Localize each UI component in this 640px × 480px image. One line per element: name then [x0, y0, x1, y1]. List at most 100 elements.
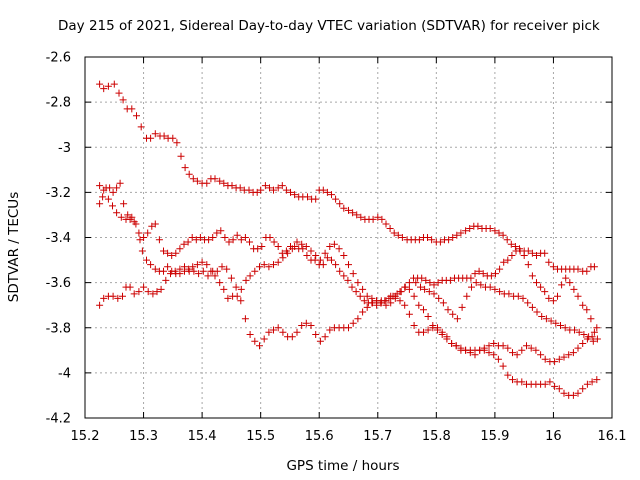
data-point [193, 261, 201, 269]
data-point [537, 351, 545, 359]
data-point [307, 247, 315, 255]
x-tick-label: 15.9 [480, 429, 509, 444]
x-tick-label: 15.3 [129, 429, 158, 444]
data-point [284, 249, 292, 257]
data-point [293, 328, 301, 336]
data-point [569, 349, 577, 357]
data-point [265, 263, 273, 271]
data-point [446, 276, 454, 284]
data-point [164, 263, 172, 271]
data-point [574, 344, 582, 352]
data-point [466, 349, 474, 357]
data-point [533, 308, 541, 316]
data-point [579, 301, 587, 309]
data-point [274, 184, 282, 192]
data-point [430, 290, 438, 298]
data-point [323, 188, 331, 196]
data-point [565, 351, 573, 359]
data-point [136, 236, 144, 244]
data-point [579, 340, 587, 347]
data-point [113, 209, 121, 217]
data-point [394, 231, 402, 239]
data-point [345, 261, 352, 269]
data-point [410, 322, 418, 329]
data-point [580, 331, 588, 338]
data-point [251, 267, 259, 275]
data-point [542, 315, 550, 323]
data-point [135, 229, 143, 237]
data-point [444, 306, 452, 314]
data-point [181, 164, 189, 172]
data-point [287, 188, 294, 196]
data-point [520, 252, 528, 259]
data-point [237, 236, 245, 244]
data-point [203, 261, 211, 269]
data-point [256, 342, 263, 350]
data-point [378, 215, 386, 223]
data-point [551, 382, 559, 390]
data-point [184, 238, 192, 246]
data-point [137, 123, 145, 131]
data-point [485, 342, 493, 350]
data-point [474, 222, 482, 230]
data-point [332, 261, 340, 269]
data-point [233, 292, 241, 300]
data-point [124, 211, 132, 219]
data-point [491, 285, 499, 293]
data-point [151, 220, 159, 228]
data-point [449, 234, 457, 241]
data-point [241, 315, 249, 323]
data-point [96, 182, 104, 190]
data-point [115, 89, 123, 97]
data-point [220, 179, 228, 187]
x-tick-label: 15.8 [422, 429, 451, 444]
data-point [257, 186, 265, 194]
data-point [228, 182, 236, 190]
data-point [167, 270, 174, 278]
data-point [508, 252, 516, 259]
data-point [401, 283, 409, 291]
data-point [490, 351, 498, 359]
data-point [593, 324, 601, 332]
data-point [173, 139, 181, 147]
data-point [387, 299, 395, 307]
data-point [106, 184, 114, 192]
data-point [225, 238, 233, 246]
data-point [575, 328, 583, 336]
y-tick-label: -2.8 [46, 96, 71, 111]
data-point [116, 179, 124, 187]
data-point [119, 96, 127, 104]
data-point [278, 182, 286, 190]
data-point [312, 252, 320, 259]
data-point [424, 313, 432, 320]
data-point [130, 290, 138, 298]
data-point [256, 263, 263, 271]
data-point [246, 272, 254, 280]
data-point [545, 258, 553, 266]
data-point [270, 238, 278, 246]
data-point [528, 272, 536, 280]
data-point [513, 351, 521, 359]
data-point [463, 292, 471, 300]
data-point [541, 288, 549, 296]
data-point [326, 243, 334, 250]
data-point [396, 297, 404, 305]
data-point [507, 240, 515, 248]
data-point [291, 191, 299, 199]
data-point [420, 306, 427, 314]
data-point [579, 385, 587, 393]
data-point [436, 238, 444, 246]
y-tick-label: -4.2 [46, 412, 71, 427]
data-point [541, 249, 549, 257]
data-point [321, 249, 329, 257]
data-point [524, 247, 532, 255]
data-point [352, 288, 360, 296]
data-point [336, 200, 344, 208]
data-point [511, 243, 519, 250]
data-point [185, 170, 193, 178]
data-point [590, 263, 598, 271]
data-point [221, 234, 229, 241]
data-point [302, 243, 310, 250]
data-point [258, 243, 266, 250]
